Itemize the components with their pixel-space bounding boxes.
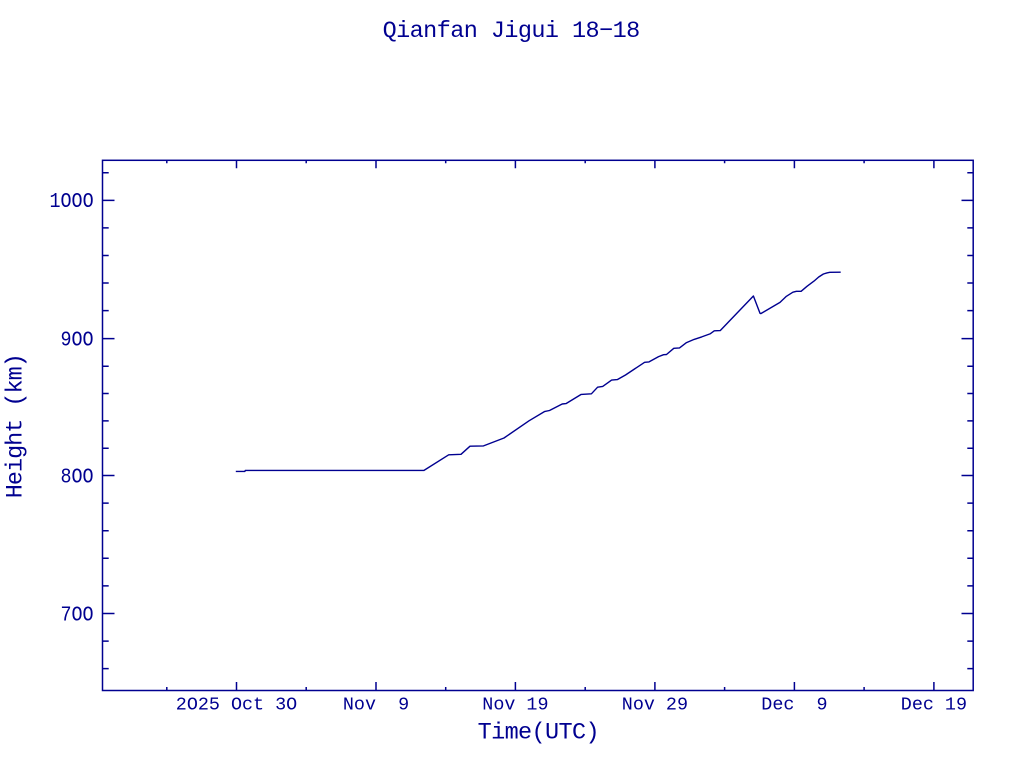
svg-text:8OO: 8OO xyxy=(61,465,94,490)
svg-text:Height (km): Height (km) xyxy=(3,353,30,498)
svg-text:1OOO: 1OOO xyxy=(49,190,93,215)
svg-text:2O25 Oct 3O: 2O25 Oct 3O xyxy=(176,695,297,716)
svg-text:Dec 19: Dec 19 xyxy=(901,695,967,716)
svg-text:Time(UTC): Time(UTC) xyxy=(478,719,600,746)
svg-text:9OO: 9OO xyxy=(61,328,94,353)
svg-text:Dec 9: Dec 9 xyxy=(761,695,827,716)
svg-text:Nov 29: Nov 29 xyxy=(622,695,688,716)
svg-text:Nov 9: Nov 9 xyxy=(343,695,409,716)
svg-text:7OO: 7OO xyxy=(61,603,94,628)
svg-text:Nov 19: Nov 19 xyxy=(482,695,548,716)
svg-text:Qianfan Jigui 18−18: Qianfan Jigui 18−18 xyxy=(383,18,641,45)
